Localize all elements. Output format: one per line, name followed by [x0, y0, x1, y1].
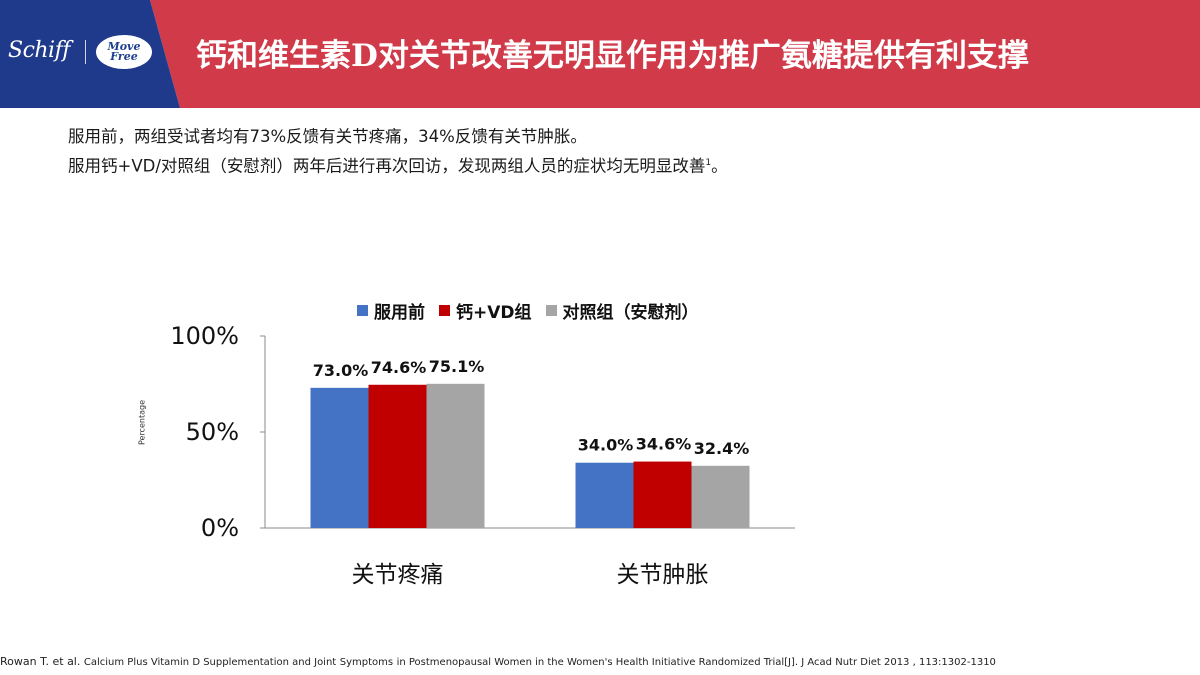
- intro-line-1: 服用前，两组受试者均有73%反馈有关节疼痛，34%反馈有关节肿胀。: [68, 127, 587, 146]
- chart-legend: 服用前 钙+VD组 对照组（安慰剂）: [357, 298, 713, 323]
- data-label: 74.6%: [371, 358, 427, 377]
- intro-text: 服用前，两组受试者均有73%反馈有关节疼痛，34%反馈有关节肿胀。 服用钙+VD…: [68, 124, 728, 180]
- y-tick-label: 50%: [186, 418, 239, 446]
- citation: Rowan T. et al. Calcium Plus Vitamin D S…: [0, 655, 1200, 668]
- y-tick-label: 100%: [170, 322, 239, 350]
- bar: [368, 384, 427, 528]
- data-label: 34.6%: [636, 435, 692, 454]
- bar: [633, 461, 692, 528]
- data-label: 34.0%: [578, 436, 634, 455]
- footnote-marker: 1: [705, 158, 712, 168]
- data-label: 73.0%: [313, 361, 369, 380]
- bar: [426, 383, 485, 528]
- legend-label-placebo: 对照组（安慰剂）: [562, 303, 699, 323]
- bar: [691, 465, 750, 528]
- citation-part-1: Calcium Plus Vitamin D Supplementation a…: [83, 657, 337, 668]
- legend-item-before: 服用前: [357, 298, 425, 323]
- citation-part-3: in Postmenopausal Women in the Women's H…: [396, 657, 996, 668]
- legend-item-calcium-vd: 钙+VD组: [439, 298, 532, 323]
- x-tick-label: 关节疼痛: [352, 562, 444, 588]
- intro-line-2-end: 。: [711, 156, 728, 176]
- citation-part-2: Symptoms: [339, 657, 394, 668]
- data-label: 75.1%: [429, 357, 485, 376]
- header-background: [0, 0, 1200, 108]
- legend-label-calcium-vd: 钙+VD组: [456, 303, 532, 323]
- data-label: 32.4%: [694, 439, 750, 458]
- legend-swatch-before: [357, 305, 368, 316]
- logo-divider: [85, 40, 86, 64]
- header-banner: Schiff Move Free 钙和维生素D对关节改善无明显作用为推广氨糖提供…: [0, 0, 1200, 108]
- header-navy-band: [0, 0, 180, 108]
- bar: [310, 387, 369, 528]
- legend-item-placebo: 对照组（安慰剂）: [545, 298, 699, 323]
- citation-author: Rowan T. et al.: [0, 655, 81, 668]
- header-red-band: [150, 0, 1200, 108]
- legend-swatch-calcium-vd: [439, 305, 450, 316]
- schiff-logo: Schiff: [8, 38, 70, 63]
- y-tick-label: 0%: [201, 514, 239, 542]
- legend-label-before: 服用前: [374, 303, 425, 323]
- move-free-logo: Move Free: [96, 35, 152, 69]
- x-tick-label: 关节肿胀: [617, 562, 709, 588]
- bar: [575, 462, 634, 528]
- legend-swatch-placebo: [545, 305, 557, 316]
- intro-line-2: 服用钙+VD/对照组（安慰剂）两年后进行再次回访，发现两组人员的症状均无明显改善…: [68, 150, 728, 180]
- page-title: 钙和维生素D对关节改善无明显作用为推广氨糖提供有利支撑: [196, 38, 1029, 74]
- intro-line-2-text: 服用钙+VD/对照组（安慰剂）两年后进行再次回访，发现两组人员的症状均无明显改善: [68, 156, 706, 176]
